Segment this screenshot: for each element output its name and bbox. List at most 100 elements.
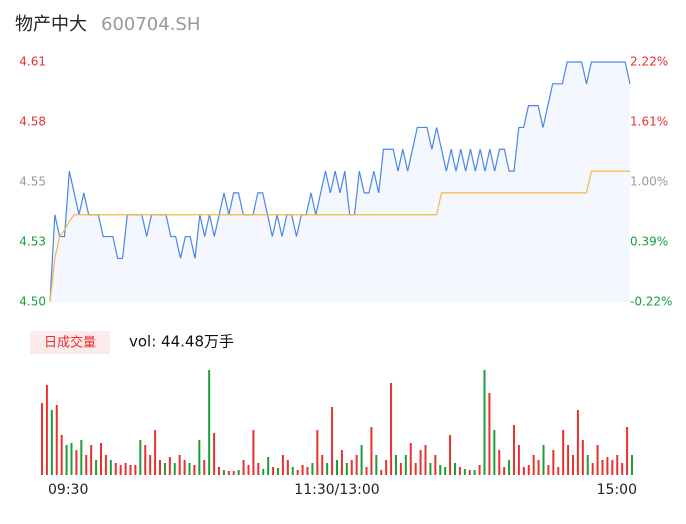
y-tick-label: 4.50 <box>19 295 46 309</box>
volume-bar <box>537 460 540 475</box>
volume-bar <box>232 471 235 475</box>
volume-bar <box>586 455 589 475</box>
volume-bar <box>129 465 132 475</box>
volume-bar <box>527 465 530 475</box>
volume-bar <box>193 465 196 475</box>
y2-tick-label: 2.22% <box>630 55 668 69</box>
volume-bar <box>326 463 329 475</box>
volume-bar <box>370 427 373 475</box>
volume-bar <box>468 470 471 475</box>
volume-bar <box>301 465 304 475</box>
volume-bar <box>591 463 594 475</box>
volume-bar <box>399 463 402 475</box>
volume-bar <box>208 370 211 475</box>
volume-bar <box>296 470 299 475</box>
y-tick-label: 4.53 <box>19 235 46 249</box>
volume-bar <box>508 460 511 475</box>
volume-bar <box>306 467 309 475</box>
volume-bar <box>473 470 476 475</box>
volume-bar <box>385 460 388 475</box>
volume-bar <box>390 383 393 475</box>
volume-title: 日成交量 <box>44 335 96 351</box>
x-tick-label: 11:30/13:00 <box>294 482 379 498</box>
volume-bar <box>100 443 102 475</box>
y2-tick-label: 0.39% <box>630 235 668 249</box>
volume-bar <box>149 455 152 475</box>
volume-bar <box>463 469 466 475</box>
y-tick-label: 4.55 <box>19 175 46 189</box>
volume-bar <box>144 445 147 475</box>
volume-bar <box>277 468 279 475</box>
volume-bar <box>316 430 319 475</box>
volume-bar <box>404 455 407 475</box>
volume-tag <box>30 331 110 354</box>
volume-bar <box>498 450 501 475</box>
price-line <box>49 61 631 303</box>
volume-bar <box>576 410 579 475</box>
volume-bar <box>80 440 83 475</box>
volume-bar <box>70 443 73 475</box>
volume-bar <box>380 470 383 475</box>
average-line <box>49 170 630 303</box>
volume-bar <box>237 470 240 475</box>
volume-bar <box>65 445 68 475</box>
volume-bar <box>513 425 515 475</box>
volume-bar <box>247 465 250 475</box>
volume-bar <box>434 455 437 475</box>
volume-bar <box>95 460 98 475</box>
volume-bar <box>631 455 633 475</box>
volume-bar <box>503 467 506 475</box>
volume-bar <box>203 460 206 475</box>
volume-bar <box>163 463 166 475</box>
volume-bar <box>159 460 161 475</box>
volume-bar <box>281 455 284 475</box>
volume-bar <box>395 455 397 475</box>
volume-bar <box>331 407 334 475</box>
volume-bar <box>532 455 535 475</box>
volume-bar <box>173 463 176 475</box>
volume-bar <box>139 440 142 475</box>
volume-bar <box>85 455 88 475</box>
volume-bar <box>419 450 422 475</box>
volume-bar <box>517 445 520 475</box>
volume-bar <box>616 455 619 475</box>
volume-bar <box>360 445 363 475</box>
volume-bar <box>90 445 93 475</box>
volume-bar <box>134 465 137 475</box>
x-tick-label: 09:30 <box>48 482 88 498</box>
volume-bar <box>542 445 545 475</box>
stock-name: 物产中大 <box>15 14 87 35</box>
volume-bar <box>311 463 314 475</box>
y-tick-label: 4.61 <box>19 55 46 69</box>
volume-bar <box>41 403 43 475</box>
volume-bar <box>213 433 216 475</box>
volume-bar <box>345 463 348 475</box>
volume-bar <box>562 430 565 475</box>
price-area <box>50 62 630 302</box>
volume-bar <box>257 463 260 475</box>
volume-bar <box>611 460 614 475</box>
volume-bar <box>168 457 171 475</box>
volume-bar <box>154 430 157 475</box>
volume-bar <box>454 463 456 475</box>
volume-bar <box>429 463 432 475</box>
volume-total: vol: 44.48万手 <box>129 333 234 351</box>
volume-bar <box>45 385 48 475</box>
volume-bar <box>557 467 560 475</box>
y-tick-label: 4.58 <box>19 115 46 129</box>
volume-bar <box>414 463 417 475</box>
volume-bar <box>626 427 629 475</box>
volume-bar <box>183 460 186 475</box>
volume-bar <box>596 445 599 475</box>
volume-bar <box>350 460 353 475</box>
volume-bar <box>458 467 461 475</box>
volume-bar <box>375 455 378 475</box>
volume-bar <box>340 450 343 475</box>
volume-bar <box>272 467 275 475</box>
volume-bar <box>124 463 127 475</box>
volume-bar <box>321 455 324 475</box>
volume-bar <box>606 457 609 475</box>
volume-bar <box>444 467 447 475</box>
volume-bar <box>55 405 58 475</box>
volume-bar <box>109 460 112 475</box>
